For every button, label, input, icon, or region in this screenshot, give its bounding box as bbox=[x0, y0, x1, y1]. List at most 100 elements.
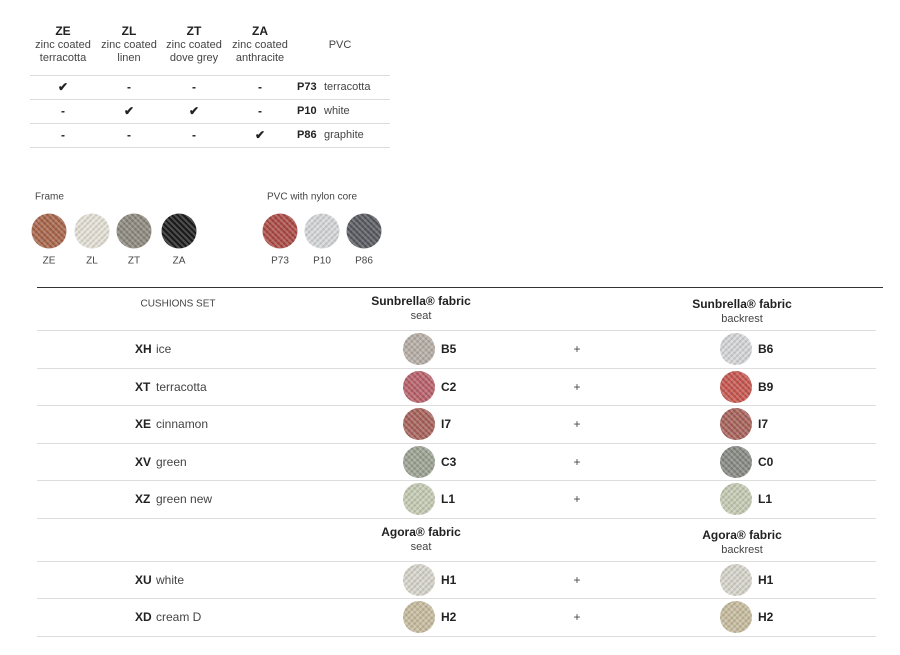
rule bbox=[37, 287, 883, 288]
cell: ✔ bbox=[188, 104, 200, 118]
swatch-code: ZT bbox=[127, 255, 141, 267]
swatch bbox=[31, 213, 67, 249]
swatch bbox=[720, 563, 752, 596]
set-code: XE bbox=[135, 417, 152, 431]
rule bbox=[37, 442, 876, 444]
seat-sub: seat bbox=[410, 310, 432, 322]
rule bbox=[30, 123, 390, 124]
rule bbox=[37, 560, 876, 562]
plus: + bbox=[573, 379, 581, 394]
backrest-sub: backrest bbox=[721, 543, 763, 556]
column-desc: terracotta bbox=[39, 52, 87, 64]
set-code: XU bbox=[135, 572, 152, 587]
column-code: ZA bbox=[252, 24, 268, 38]
column-code: ZE bbox=[55, 24, 71, 38]
swatch bbox=[403, 333, 435, 365]
swatch bbox=[403, 445, 435, 478]
column-code: ZT bbox=[186, 24, 202, 38]
plus: + bbox=[573, 454, 581, 469]
backrest-code: H2 bbox=[758, 610, 774, 624]
column-desc: linen bbox=[117, 52, 141, 64]
cell: - bbox=[258, 104, 262, 118]
pvc-code: P73 bbox=[297, 81, 317, 93]
set-code: XT bbox=[135, 379, 151, 394]
seat-code: L1 bbox=[441, 492, 456, 506]
set-code: XH bbox=[135, 342, 152, 356]
column-desc: anthracite bbox=[235, 52, 285, 64]
backrest-code: H1 bbox=[758, 572, 774, 587]
cell: ✔ bbox=[254, 128, 266, 142]
set-code: XV bbox=[135, 454, 152, 469]
set-name: cinnamon bbox=[156, 417, 209, 431]
cell: - bbox=[192, 128, 196, 142]
swatch bbox=[262, 213, 298, 249]
pvc-code: P10 bbox=[297, 105, 317, 117]
pvc-header: PVC bbox=[328, 39, 352, 51]
backrest-code: B9 bbox=[758, 379, 774, 394]
set-name: white bbox=[156, 572, 185, 587]
swatch-group-label: PVC with nylon core bbox=[267, 191, 358, 203]
swatch bbox=[403, 563, 435, 596]
cell: - bbox=[127, 128, 131, 142]
set-name: green new bbox=[156, 492, 213, 506]
set-name: cream D bbox=[156, 610, 202, 624]
plus: + bbox=[573, 610, 581, 624]
swatch bbox=[403, 370, 435, 403]
seat-code: B5 bbox=[441, 342, 457, 356]
pvc-name: terracotta bbox=[324, 81, 371, 93]
rule bbox=[30, 147, 390, 148]
swatch bbox=[720, 333, 752, 365]
plus: + bbox=[573, 342, 581, 356]
rule bbox=[37, 405, 876, 406]
rule bbox=[37, 367, 876, 369]
swatch bbox=[403, 408, 435, 440]
seat-code: C3 bbox=[441, 454, 457, 469]
backrest-code: I7 bbox=[758, 417, 769, 431]
swatch bbox=[720, 370, 752, 403]
seat-title: Sunbrella® fabric bbox=[371, 294, 471, 308]
seat-code: H1 bbox=[441, 572, 457, 587]
seat-sub: seat bbox=[410, 540, 432, 553]
cell: - bbox=[127, 80, 131, 94]
cell: ✔ bbox=[123, 104, 135, 118]
seat-title: Agora® fabric bbox=[381, 524, 461, 539]
set-code: XZ bbox=[135, 492, 151, 506]
rule bbox=[37, 480, 876, 481]
seat-code: C2 bbox=[441, 379, 457, 394]
rule bbox=[30, 75, 390, 76]
rule bbox=[37, 517, 876, 519]
column-desc: dove grey bbox=[169, 52, 219, 64]
swatch-code: P73 bbox=[271, 255, 289, 267]
backrest-code: B6 bbox=[758, 342, 774, 356]
cell: - bbox=[61, 104, 65, 118]
swatch bbox=[346, 213, 382, 249]
swatch-code: P10 bbox=[313, 255, 331, 267]
column-desc: zinc coated bbox=[101, 39, 157, 51]
column-code: ZL bbox=[121, 24, 137, 38]
seat-code: H2 bbox=[441, 610, 457, 624]
rule bbox=[30, 99, 390, 100]
set-name: ice bbox=[156, 342, 172, 356]
column-desc: zinc coated bbox=[166, 39, 222, 51]
swatch bbox=[403, 483, 435, 515]
swatch bbox=[74, 213, 110, 249]
swatch bbox=[304, 213, 340, 249]
cell: - bbox=[192, 80, 196, 94]
swatch bbox=[720, 483, 752, 515]
swatch-group-label: Frame bbox=[35, 191, 64, 203]
rule bbox=[37, 635, 876, 637]
pvc-name: graphite bbox=[324, 129, 364, 141]
swatch-code: ZE bbox=[42, 255, 56, 267]
column-desc: zinc coated bbox=[35, 39, 91, 51]
backrest-title: Agora® fabric bbox=[702, 527, 782, 542]
plus: + bbox=[573, 417, 581, 431]
swatch bbox=[720, 445, 752, 478]
rule bbox=[37, 598, 876, 599]
cell: - bbox=[61, 128, 65, 142]
column-desc: zinc coated bbox=[232, 39, 288, 51]
swatch bbox=[720, 601, 752, 633]
swatch bbox=[116, 213, 152, 249]
swatch-code: P86 bbox=[355, 255, 373, 267]
rule bbox=[37, 330, 876, 331]
